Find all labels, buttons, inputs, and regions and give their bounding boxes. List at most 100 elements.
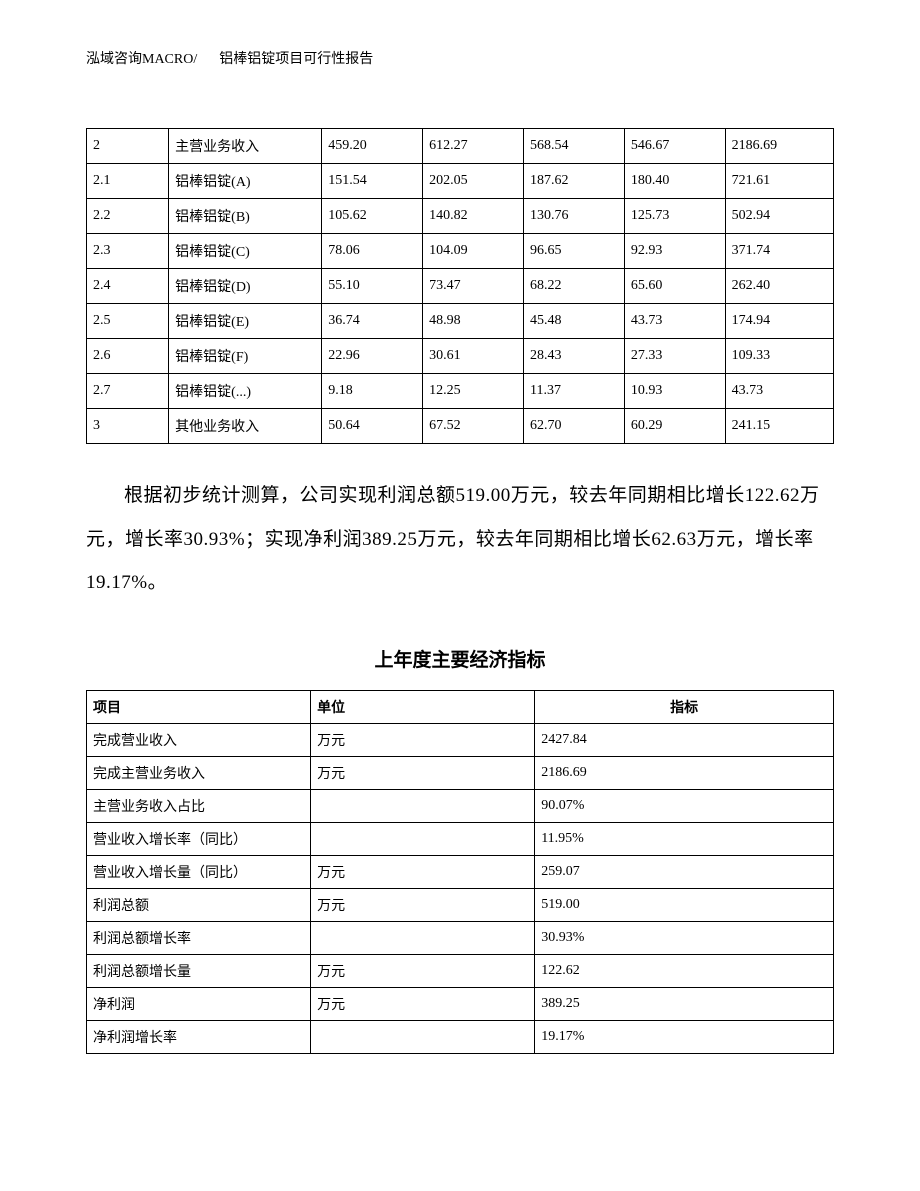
table-cell: 2186.69 bbox=[535, 757, 834, 790]
table-cell: 万元 bbox=[311, 724, 535, 757]
table-cell: 铝棒铝锭(D) bbox=[169, 269, 322, 304]
page-header: 泓域咨询MACRO/铝棒铝锭项目可行性报告 bbox=[86, 48, 834, 68]
table-cell: 30.93% bbox=[535, 922, 834, 955]
table-cell: 105.62 bbox=[322, 199, 423, 234]
table-cell: 125.73 bbox=[624, 199, 725, 234]
table-cell: 19.17% bbox=[535, 1021, 834, 1054]
table-cell: 568.54 bbox=[523, 129, 624, 164]
table-cell: 主营业务收入 bbox=[169, 129, 322, 164]
table-cell: 67.52 bbox=[423, 409, 524, 444]
table-cell: 营业收入增长率（同比） bbox=[87, 823, 311, 856]
table-row: 2.1铝棒铝锭(A)151.54202.05187.62180.40721.61 bbox=[87, 164, 834, 199]
revenue-breakdown-table: 2主营业务收入459.20612.27568.54546.672186.692.… bbox=[86, 128, 834, 444]
table-cell: 519.00 bbox=[535, 889, 834, 922]
table-cell: 22.96 bbox=[322, 339, 423, 374]
table-cell: 万元 bbox=[311, 856, 535, 889]
table-cell: 104.09 bbox=[423, 234, 524, 269]
table-cell: 612.27 bbox=[423, 129, 524, 164]
table-cell: 109.33 bbox=[725, 339, 833, 374]
table-cell: 65.60 bbox=[624, 269, 725, 304]
table-cell: 151.54 bbox=[322, 164, 423, 199]
table-cell: 营业收入增长量（同比） bbox=[87, 856, 311, 889]
table-row: 净利润万元389.25 bbox=[87, 988, 834, 1021]
table-cell: 9.18 bbox=[322, 374, 423, 409]
table-cell: 其他业务收入 bbox=[169, 409, 322, 444]
table-cell: 48.98 bbox=[423, 304, 524, 339]
header-title: 铝棒铝锭项目可行性报告 bbox=[219, 52, 373, 67]
table-row: 利润总额增长率 30.93% bbox=[87, 922, 834, 955]
table-row: 利润总额万元519.00 bbox=[87, 889, 834, 922]
table-row: 2主营业务收入459.20612.27568.54546.672186.69 bbox=[87, 129, 834, 164]
table-cell: 180.40 bbox=[624, 164, 725, 199]
table-cell bbox=[311, 1021, 535, 1054]
table-cell: 140.82 bbox=[423, 199, 524, 234]
table-cell: 30.61 bbox=[423, 339, 524, 374]
table-cell: 546.67 bbox=[624, 129, 725, 164]
prior-year-indicators-table: 项目 单位 指标 完成营业收入万元2427.84完成主营业务收入万元2186.6… bbox=[86, 690, 834, 1054]
table-cell: 2427.84 bbox=[535, 724, 834, 757]
table-cell: 27.33 bbox=[624, 339, 725, 374]
table-row: 完成主营业务收入万元2186.69 bbox=[87, 757, 834, 790]
table-cell: 122.62 bbox=[535, 955, 834, 988]
table-cell bbox=[311, 922, 535, 955]
table-cell: 2.4 bbox=[87, 269, 169, 304]
table-cell: 2.5 bbox=[87, 304, 169, 339]
table-row: 2.2铝棒铝锭(B)105.62140.82130.76125.73502.94 bbox=[87, 199, 834, 234]
table-cell: 73.47 bbox=[423, 269, 524, 304]
table-cell bbox=[311, 823, 535, 856]
table-cell: 铝棒铝锭(B) bbox=[169, 199, 322, 234]
table-cell: 2 bbox=[87, 129, 169, 164]
table-cell: 62.70 bbox=[523, 409, 624, 444]
table-cell: 371.74 bbox=[725, 234, 833, 269]
table-cell: 铝棒铝锭(E) bbox=[169, 304, 322, 339]
table-cell: 2.1 bbox=[87, 164, 169, 199]
table-row: 净利润增长率19.17% bbox=[87, 1021, 834, 1054]
table-cell: 60.29 bbox=[624, 409, 725, 444]
table-cell: 502.94 bbox=[725, 199, 833, 234]
table-cell: 90.07% bbox=[535, 790, 834, 823]
table-cell: 68.22 bbox=[523, 269, 624, 304]
table-cell: 202.05 bbox=[423, 164, 524, 199]
section-subtitle: 上年度主要经济指标 bbox=[86, 645, 834, 672]
table-cell: 78.06 bbox=[322, 234, 423, 269]
table-cell: 净利润 bbox=[87, 988, 311, 1021]
table-cell: 利润总额增长率 bbox=[87, 922, 311, 955]
table-cell: 92.93 bbox=[624, 234, 725, 269]
table-cell: 43.73 bbox=[725, 374, 833, 409]
table-cell: 铝棒铝锭(C) bbox=[169, 234, 322, 269]
table-cell: 50.64 bbox=[322, 409, 423, 444]
table-row: 利润总额增长量万元122.62 bbox=[87, 955, 834, 988]
table-cell: 主营业务收入占比 bbox=[87, 790, 311, 823]
table-cell: 11.95% bbox=[535, 823, 834, 856]
table-cell: 铝棒铝锭(A) bbox=[169, 164, 322, 199]
col-header-indicator: 指标 bbox=[535, 691, 834, 724]
table-row: 3其他业务收入50.6467.5262.7060.29241.15 bbox=[87, 409, 834, 444]
table-row: 2.6铝棒铝锭(F)22.9630.6128.4327.33109.33 bbox=[87, 339, 834, 374]
table-cell: 262.40 bbox=[725, 269, 833, 304]
table-cell: 2.3 bbox=[87, 234, 169, 269]
table-cell: 187.62 bbox=[523, 164, 624, 199]
col-header-project: 项目 bbox=[87, 691, 311, 724]
table-cell: 3 bbox=[87, 409, 169, 444]
table-cell: 130.76 bbox=[523, 199, 624, 234]
table-cell: 36.74 bbox=[322, 304, 423, 339]
table-cell: 43.73 bbox=[624, 304, 725, 339]
table-row: 主营业务收入占比 90.07% bbox=[87, 790, 834, 823]
table-cell: 2186.69 bbox=[725, 129, 833, 164]
table-row: 2.7铝棒铝锭(...)9.1812.2511.3710.9343.73 bbox=[87, 374, 834, 409]
table-cell: 12.25 bbox=[423, 374, 524, 409]
table-cell: 174.94 bbox=[725, 304, 833, 339]
table-cell bbox=[311, 790, 535, 823]
table-cell: 96.65 bbox=[523, 234, 624, 269]
table-cell: 万元 bbox=[311, 757, 535, 790]
table-cell: 2.2 bbox=[87, 199, 169, 234]
col-header-unit: 单位 bbox=[311, 691, 535, 724]
table-cell: 完成主营业务收入 bbox=[87, 757, 311, 790]
table-cell: 11.37 bbox=[523, 374, 624, 409]
table-cell: 万元 bbox=[311, 889, 535, 922]
table-cell: 45.48 bbox=[523, 304, 624, 339]
table-cell: 铝棒铝锭(...) bbox=[169, 374, 322, 409]
table-row: 营业收入增长量（同比）万元259.07 bbox=[87, 856, 834, 889]
summary-paragraph: 根据初步统计测算，公司实现利润总额519.00万元，较去年同期相比增长122.6… bbox=[86, 474, 834, 605]
table-cell: 万元 bbox=[311, 955, 535, 988]
